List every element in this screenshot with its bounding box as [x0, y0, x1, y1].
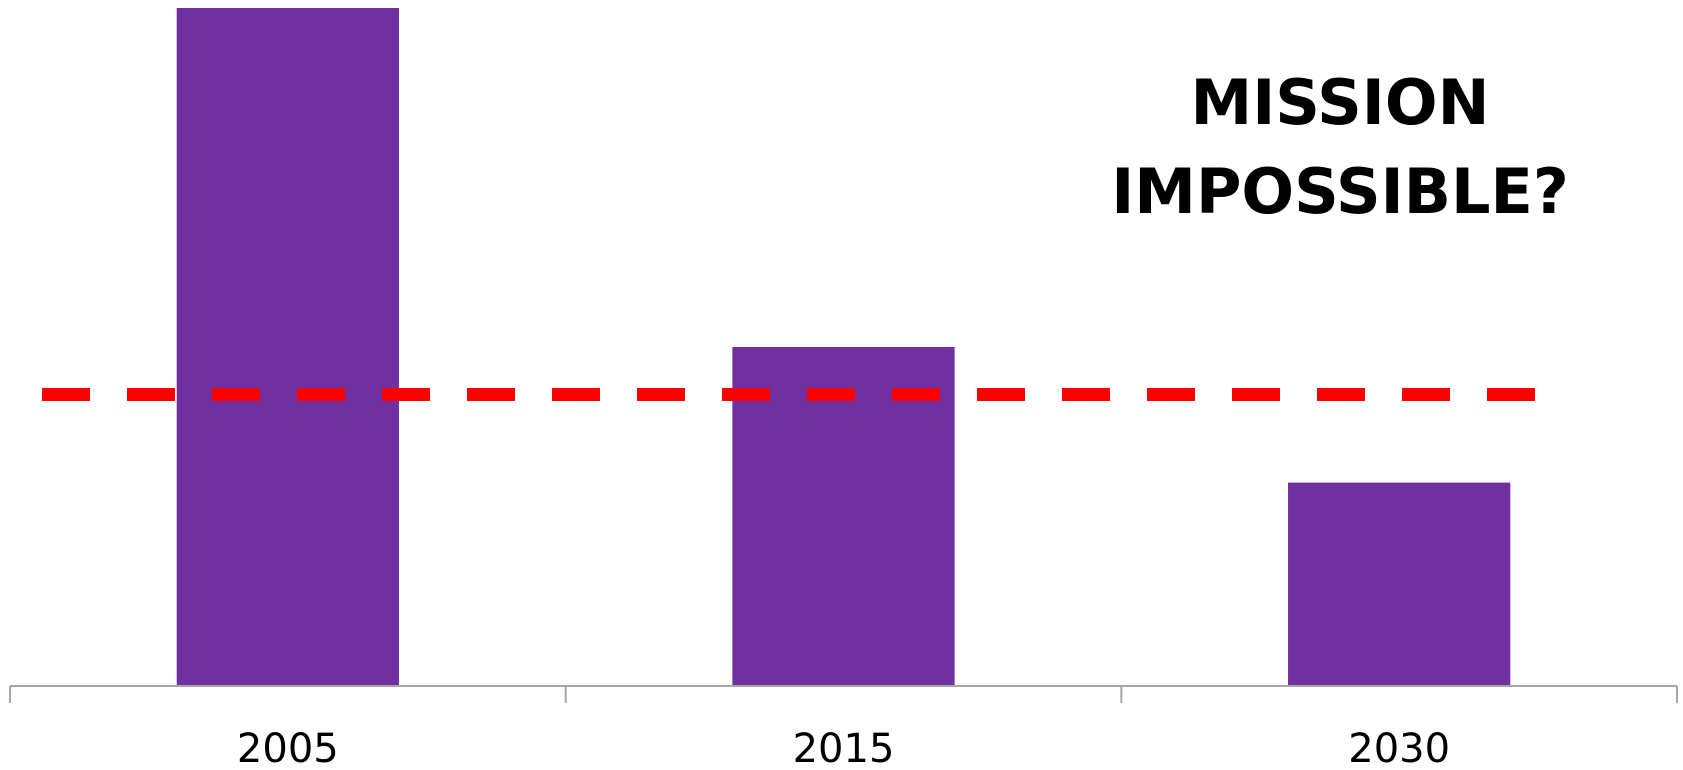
bar-2015	[732, 347, 955, 686]
bar-2005	[176, 8, 399, 686]
x-tick-labels: 2005 2015 2030	[237, 726, 1450, 770]
bar-2030	[1288, 482, 1511, 686]
bar-group	[176, 8, 1511, 686]
annotation-line-2: IMPOSSIBLE?	[1111, 155, 1569, 228]
x-axis	[9, 685, 1678, 703]
x-tick-label-2015: 2015	[793, 726, 895, 770]
annotation-line-1: MISSION	[1191, 66, 1490, 139]
x-tick-label-2005: 2005	[237, 726, 339, 770]
x-tick-label-2030: 2030	[1348, 726, 1450, 770]
